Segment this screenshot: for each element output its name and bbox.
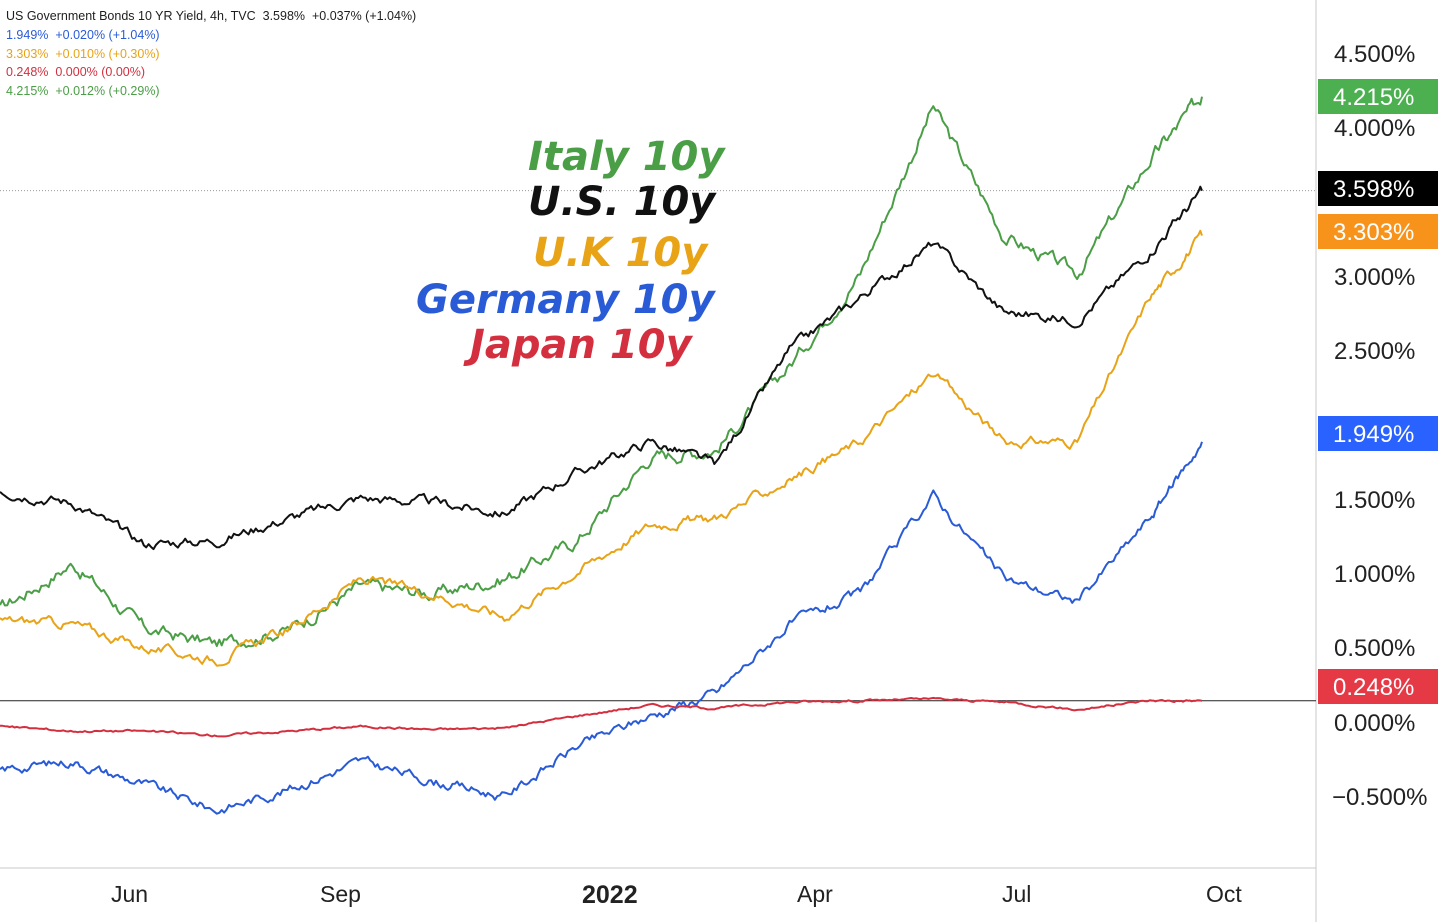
legend-change: +0.010% (+0.30%) [55, 46, 160, 61]
x-tick-label: Apr [797, 881, 833, 907]
x-tick-label: Sep [320, 881, 361, 907]
x-tick-label: 2022 [582, 881, 638, 909]
us-series-label: U.S. 10y [528, 179, 717, 225]
legend-title-change: +0.037% (+1.04%) [311, 9, 417, 23]
legend-row-uk: 3.303% +0.010% (+0.30%) [6, 45, 416, 64]
legend-title-row: US Government Bonds 10 YR Yield, 4h, TVC… [6, 7, 416, 26]
legend-title-value: 3.598% [262, 9, 306, 23]
us-badge-text: 3.598% [1333, 176, 1414, 203]
legend-value: 4.215% [6, 84, 49, 99]
germany-last-value-badge: 1.949% [1318, 416, 1438, 451]
germany-badge-text: 1.949% [1333, 421, 1414, 448]
y-tick-label: 0.500% [1334, 635, 1415, 662]
price-axis: 4.500% 4.000% 3.000% 2.500% 1.500% 1.000… [1318, 41, 1438, 811]
legend-title: US Government Bonds 10 YR Yield, 4h, TVC [6, 9, 256, 23]
x-tick-label: Jul [1002, 881, 1031, 907]
uk-series-label: U.K 10y [533, 230, 709, 276]
legend-value: 0.248% [6, 65, 49, 80]
italy-last-value-badge: 4.215% [1318, 79, 1438, 114]
chart-legend: US Government Bonds 10 YR Yield, 4h, TVC… [6, 7, 416, 101]
legend-row-germany: 1.949% +0.020% (+1.04%) [6, 26, 416, 45]
x-tick-label: Jun [111, 881, 148, 907]
legend-row-italy: 4.215% +0.012% (+0.29%) [6, 82, 416, 101]
legend-change: 0.000% (0.00%) [55, 65, 145, 80]
time-axis: Jun Sep 2022 Apr Jul Oct [111, 881, 1242, 909]
japan-series-label: Japan 10y [463, 322, 694, 368]
y-tick-label: 1.000% [1334, 561, 1415, 588]
y-tick-label: 2.500% [1334, 338, 1415, 365]
legend-value: 1.949% [6, 27, 49, 42]
series-line-germany-10y [0, 441, 1203, 815]
y-tick-label: −0.500% [1332, 784, 1427, 811]
series-name-annotations: Italy 10y U.S. 10y U.K 10y Germany 10y J… [416, 134, 726, 368]
italy-badge-text: 4.215% [1333, 84, 1414, 111]
y-tick-label: 4.000% [1334, 115, 1415, 142]
uk-last-value-badge: 3.303% [1318, 214, 1438, 249]
legend-change: +0.020% (+1.04%) [55, 27, 160, 42]
italy-series-label: Italy 10y [528, 134, 726, 180]
us-last-value-badge: 3.598% [1318, 171, 1438, 206]
japan-badge-text: 0.248% [1333, 674, 1414, 701]
series-line-u-k-10y [0, 229, 1203, 667]
y-tick-label: 0.000% [1334, 710, 1415, 737]
series-line-italy-10y [0, 96, 1203, 649]
japan-last-value-badge: 0.248% [1318, 669, 1438, 704]
uk-badge-text: 3.303% [1333, 219, 1414, 246]
legend-row-japan: 0.248% 0.000% (0.00%) [6, 63, 416, 82]
y-tick-label: 3.000% [1334, 264, 1415, 291]
y-tick-label: 1.500% [1334, 487, 1415, 514]
series-line-japan-10y [0, 696, 1203, 738]
series-layer [0, 96, 1203, 815]
y-tick-label: 4.500% [1334, 41, 1415, 68]
series-line-u-s-10y [0, 185, 1203, 551]
x-tick-label: Oct [1206, 881, 1242, 907]
germany-series-label: Germany 10y [416, 277, 717, 323]
legend-value: 3.303% [6, 46, 49, 61]
legend-change: +0.012% (+0.29%) [55, 84, 160, 99]
